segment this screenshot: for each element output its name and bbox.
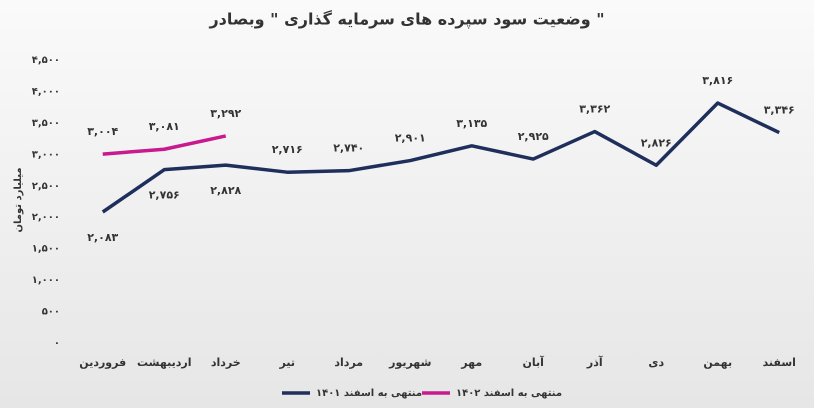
x-tick-label: تیر <box>279 356 295 369</box>
data-label: ۲,۷۵۶ <box>149 189 180 202</box>
x-tick-label: اسفند <box>763 356 796 369</box>
y-tick-label: ۴,۰۰۰ <box>32 86 60 97</box>
data-label: ۲,۹۰۱ <box>395 132 426 145</box>
data-label: ۲,۸۲۶ <box>641 136 672 149</box>
y-tick-label: ۱,۰۰۰ <box>32 275 60 286</box>
y-tick-label: ۳,۵۰۰ <box>32 118 60 129</box>
data-label: ۳,۳۴۶ <box>764 104 795 117</box>
x-tick-label: فروردین <box>79 356 126 369</box>
data-label: ۳,۰۰۴ <box>87 125 118 138</box>
x-tick-label: مهر <box>460 356 482 369</box>
y-tick-label: ۳,۰۰۰ <box>32 149 60 160</box>
y-tick-label: ۴,۵۰۰ <box>32 55 60 66</box>
data-label: ۲,۹۲۵ <box>518 130 549 143</box>
x-tick-label: آذر <box>586 355 603 369</box>
legend-label: منتهی به اسفند ۱۴۰۱ <box>316 388 422 399</box>
y-tick-label: ۲,۰۰۰ <box>32 212 60 223</box>
data-label: ۲,۷۱۶ <box>272 143 303 156</box>
data-label: ۳,۰۸۱ <box>149 120 180 133</box>
y-axis-label: میلیارد تومان <box>13 167 24 232</box>
chart-title: وضعیت سود سپرده های سرمایه گذاری " وبصاد… <box>208 10 604 30</box>
legend-label: منتهی به اسفند ۱۴۰۲ <box>456 388 562 399</box>
data-label: ۳,۲۹۲ <box>210 107 241 120</box>
data-label: ۲,۸۲۸ <box>210 184 241 197</box>
series-line <box>101 101 781 214</box>
data-label: ۲,۰۸۳ <box>87 231 118 244</box>
y-tick-label: ۵۰۰ <box>42 307 60 318</box>
x-tick-label: آبان <box>523 355 545 369</box>
x-tick-label: بهمن <box>703 356 732 369</box>
x-tick-label: دی <box>648 356 664 369</box>
x-tick-label: مرداد <box>334 356 363 369</box>
y-tick-label: ۰ <box>54 338 60 349</box>
series-line <box>102 134 227 156</box>
x-tick-label: شهریور <box>388 356 431 369</box>
x-tick-label: خرداد <box>211 356 241 369</box>
y-tick-label: ۱,۵۰۰ <box>32 244 60 255</box>
data-label: ۳,۱۳۵ <box>456 117 487 130</box>
data-label: ۲,۷۴۰ <box>333 142 364 155</box>
y-tick-label: ۲,۵۰۰ <box>32 181 60 192</box>
x-tick-label: اردیبهشت <box>137 356 191 369</box>
data-label: ۳,۳۶۲ <box>579 103 610 116</box>
data-label: ۳,۸۱۶ <box>702 74 733 87</box>
